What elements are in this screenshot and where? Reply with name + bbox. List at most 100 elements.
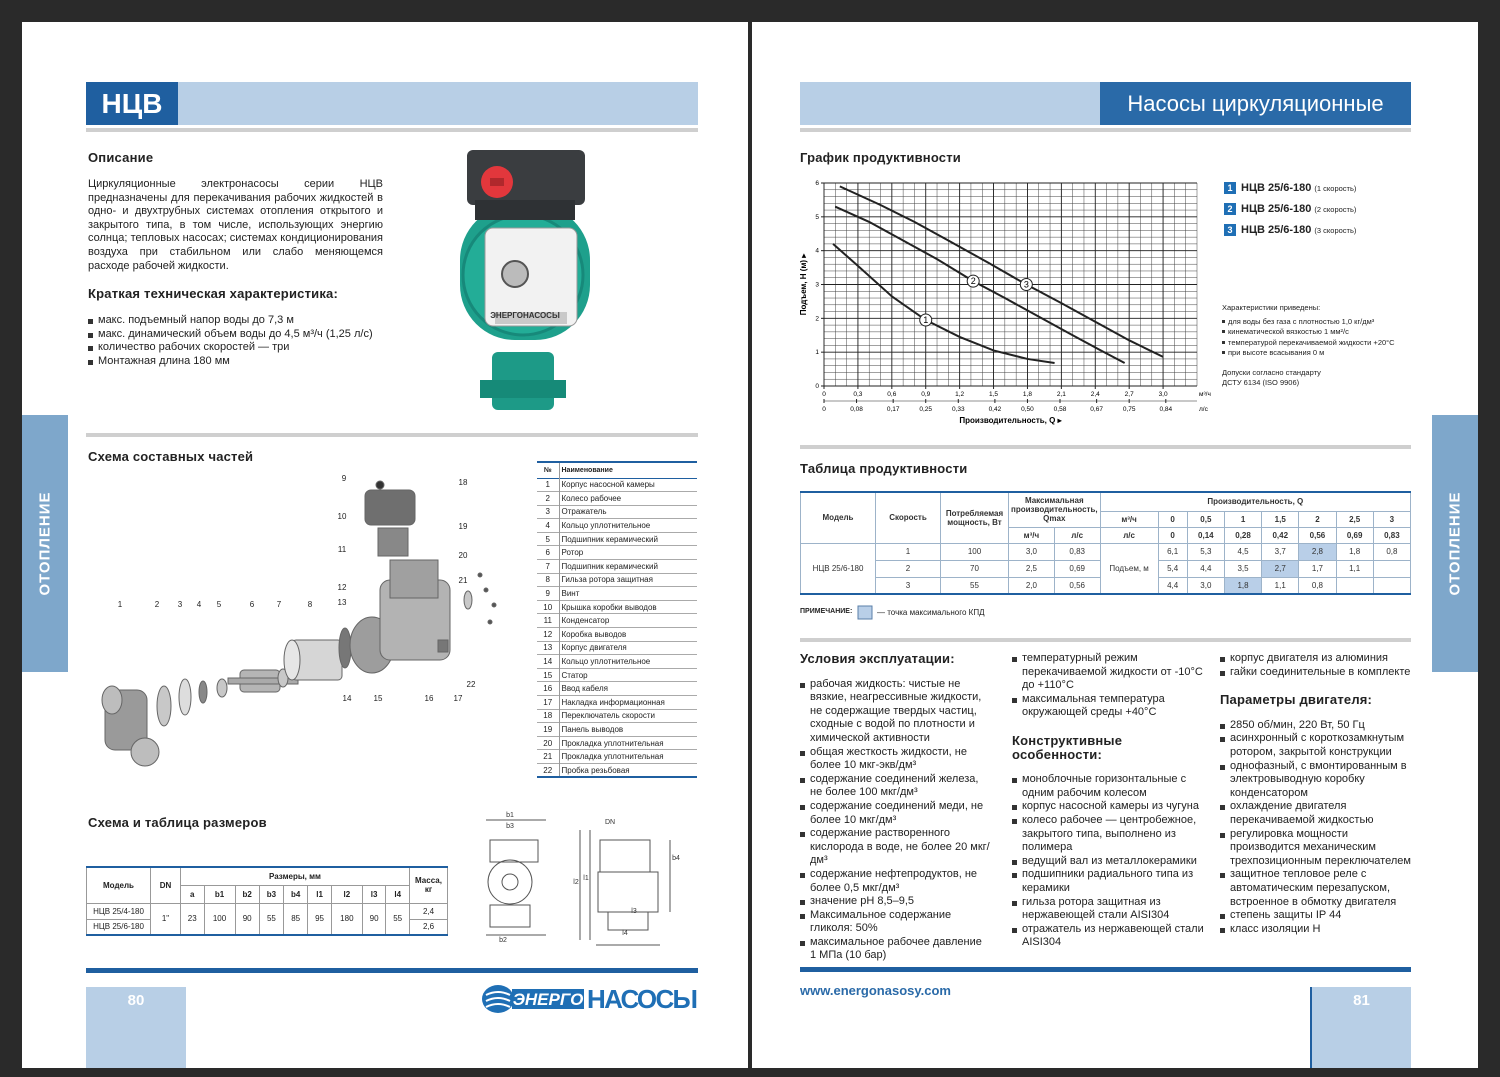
table-cell: 5,4 [1157,559,1188,578]
header-cell: Производительность, Q [1099,491,1412,512]
table-cell: 55 [385,902,410,936]
y-tick-label: 4 [815,248,819,255]
table-cell: 1 [875,542,941,561]
x2-unit: л/с [1199,406,1209,413]
callout: 2 [155,600,160,609]
y-tick-label: 2 [815,315,819,322]
table-cell: 6,1 [1157,542,1188,561]
table-cell [1372,576,1412,595]
y-tick-label: 5 [815,214,819,221]
table-cell: Подшипник керамический [561,534,658,544]
notes-tolerance: Допуски согласно стандарту ДСТУ 6134 (IS… [1222,367,1321,388]
x-tick-label: 2,4 [1091,391,1100,398]
text-column: Условия эксплуатации: рабочая жидкость: ч… [800,652,990,963]
table-cell: 11 [537,613,560,628]
x-tick-label: 2,7 [1125,391,1134,398]
header-row: № Наименование [537,462,697,478]
curve-marker [966,274,980,288]
header-cell: Масса, кг [409,866,448,904]
table-row: 8 Гильза ротора защитная [537,573,697,587]
header-cell: b1 [203,884,236,904]
table-cell: 0,56 [1053,576,1101,595]
table-row: 5 Подшипник керамический [537,532,697,546]
header-bar [800,82,1100,125]
x2-tick-label: 0,58 [1054,406,1067,413]
note-swatch [857,605,873,620]
header-cell: Наименование [561,466,613,474]
table-cell: Кольцо уплотнительное [561,521,651,531]
table-cell: 90 [234,902,260,936]
table-cell: 1,1 [1335,559,1374,578]
table-row: НЦВ 25/6-180 2,6 [86,918,448,936]
table-cell: 8 [537,573,560,587]
logo-text: ЭНЕРГО [513,990,584,1009]
section-title: График продуктивности [800,150,961,165]
header-cell: 0 [1157,526,1188,544]
logo-text: НАСОСЫ [587,984,698,1014]
pump-photo [460,150,590,410]
legend-marker: 3 [1224,224,1236,236]
table-row: НЦВ 25/4-180 1" 23 100 90 55 85 95 180 90 55 2,4 [86,902,448,936]
table-cell: 7 [537,559,560,574]
x2-tick-label: 0,67 [1090,406,1103,413]
table-cell: Отражатель [561,507,607,517]
curve-marker [919,313,933,327]
series-line [839,185,1164,358]
table-cell [1335,576,1374,595]
header-cell: 1 [1223,510,1263,528]
table-cell: 17 [537,695,560,710]
table-cell: Пробка резьбовая [561,765,630,775]
callout: 12 [338,583,347,592]
x-tick-label: 0,3 [853,391,862,398]
column-item: защитное тепловое реле с автоматическим … [1220,868,1412,909]
legend-entry: 2 НЦВ 25/6-180 (2 скорость) [1224,203,1356,215]
callout: 11 [338,545,347,554]
x-tick-label: 1,8 [1023,391,1032,398]
header-cell: 0,83 [1372,526,1412,544]
x2-tick-label: 0,42 [989,406,1002,413]
table-cell: 3,0 [1186,576,1225,595]
column-heading: Условия эксплуатации: [800,651,955,666]
series-line [832,243,1055,364]
column-item: Максимальное содержание гликоля: 50% [800,909,990,936]
table-cell: 2,0 [1008,576,1055,595]
header-cell: 0 [1157,510,1188,528]
curve-marker-label: 2 [971,276,976,286]
page-number: 81 [1310,987,1411,1068]
header-cell: l4 [385,884,410,904]
drawing-label: b4 [672,855,680,862]
performance-table: Модель Скорость Потребляемая мощность, Вт М… [800,491,1412,595]
x2-tick-label: 0,08 [850,406,863,413]
y-tick-label: 1 [815,349,819,356]
section-title: Краткая техническая характеристика: [88,286,338,301]
spec-item: макс. подъемный напор воды до 7,3 м [88,314,428,328]
table-row: 14 Кольцо уплотнительное [537,654,697,669]
legend-speed: (2 скорость) [1314,204,1357,214]
table-cell: Прокладка уплотнительная [561,738,664,748]
x-tick-label: 0,6 [887,391,896,398]
callout: 5 [217,600,222,609]
header-cell: 3 [1372,510,1412,528]
y-axis-label: Подъем, Н (м) ▸ [799,253,808,316]
x-tick-label: 1,2 [955,391,964,398]
table-cell: 55 [258,902,285,936]
header-cell: l3 [361,884,387,904]
table-cell: 2,8 [1298,542,1337,561]
header-cell: л/с [1053,526,1101,544]
callout: 15 [374,694,383,703]
legend-speed: (3 скорость) [1314,225,1357,235]
table-cell: 2,7 [1261,559,1300,578]
column-item: корпус насосной камеры из чугуна [1012,800,1210,814]
table-row: 18 Переключатель скорости [537,709,697,723]
x-tick-label: 2,1 [1057,391,1066,398]
table-row: 21 Прокладка уплотнительная [537,749,697,764]
table-cell: Ввод кабеля [561,684,608,694]
table-row: НЦВ 25/6-180 1 100 3,0 0,83 Подъем, м 6,1 5,3 4,… [800,542,1412,595]
table-row: 13 Корпус двигателя [537,641,697,655]
table-cell: Корпус насосной камеры [561,480,655,490]
footer-rule [800,967,1411,972]
column-item: содержание растворенного кислорода в вод… [800,827,990,868]
table-cell: 100 [940,542,1009,561]
callout: 14 [343,694,352,703]
legend-entry: 1 НЦВ 25/6-180 (1 скорость) [1224,182,1356,194]
